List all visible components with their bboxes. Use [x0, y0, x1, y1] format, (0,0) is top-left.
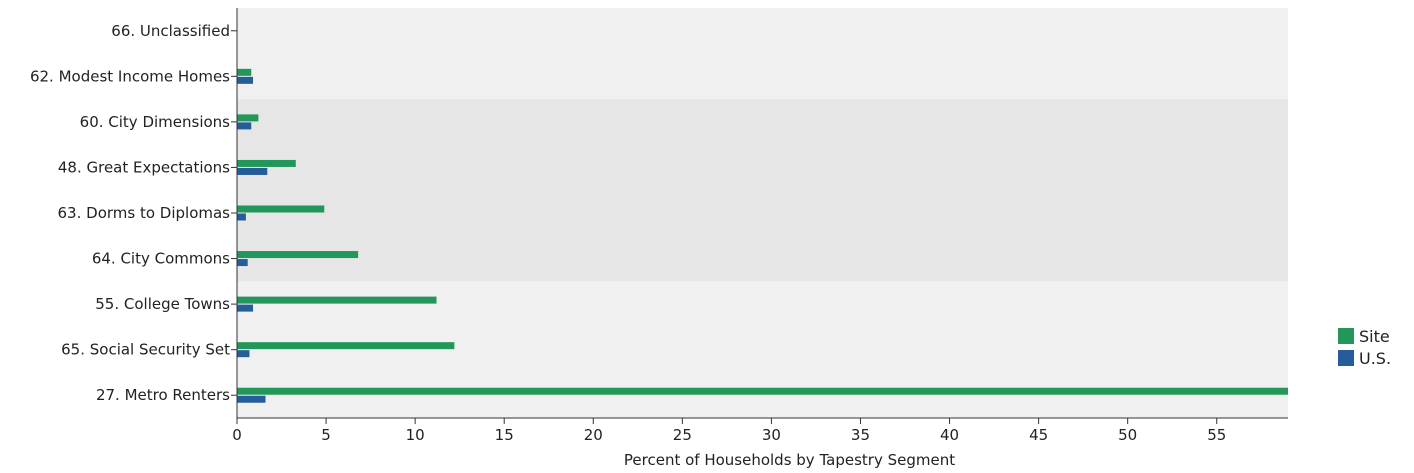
x-tick-label: 30: [762, 426, 781, 444]
legend: Site U.S.: [1338, 327, 1391, 368]
x-tick-label: 25: [673, 426, 692, 444]
bar-site-64-city-commons: [237, 251, 359, 259]
bar-u-s-65-social-security-set: [237, 350, 250, 358]
y-axis: 66. Unclassified 62. Modest Income Homes 6…: [30, 8, 238, 418]
background-band: [237, 8, 1288, 100]
x-axis: 0 5 10 15 20 25 30 35 40 45 50 55: [232, 417, 1288, 444]
category-label: 66. Unclassified: [111, 22, 230, 40]
background-band: [237, 99, 1288, 282]
x-axis-title: Percent of Households by Tapestry Segmen…: [624, 451, 955, 469]
bar-u-s-62-modest-income-homes: [237, 76, 254, 84]
bar-u-s-27-metro-renters: [237, 395, 266, 403]
bar-site-48-great-expectations: [237, 159, 296, 167]
x-tick-label: 50: [1118, 426, 1137, 444]
bar-u-s-64-city-commons: [237, 259, 248, 267]
x-tick-label: 5: [321, 426, 331, 444]
category-label: 62. Modest Income Homes: [30, 67, 230, 85]
legend-label-site: Site: [1359, 327, 1390, 346]
bar-site-27-metro-renters: [237, 387, 1288, 395]
x-tick-label: 20: [584, 426, 603, 444]
bar-site-62-modest-income-homes: [237, 68, 252, 76]
category-label: 65. Social Security Set: [61, 341, 230, 359]
bar-site-63-dorms-to-diplomas: [237, 205, 325, 213]
category-label: 60. City Dimensions: [80, 113, 231, 131]
bars: [237, 68, 1288, 403]
background-bands: [237, 8, 1288, 418]
x-tick-label: 55: [1207, 426, 1226, 444]
category-label: 48. Great Expectations: [58, 158, 230, 176]
legend-swatch-site: [1338, 328, 1354, 344]
category-label: 63. Dorms to Diplomas: [58, 204, 231, 222]
x-tick-label: 35: [851, 426, 870, 444]
background-band: [237, 281, 1288, 418]
legend-label-u-s: U.S.: [1359, 349, 1391, 368]
x-tick-label: 0: [232, 426, 242, 444]
bar-u-s-63-dorms-to-diplomas: [237, 213, 246, 221]
bar-site-55-college-towns: [237, 296, 437, 304]
legend-swatch-u-s: [1338, 350, 1354, 366]
category-label: 64. City Commons: [92, 250, 230, 268]
x-tick-label: 40: [940, 426, 959, 444]
bar-u-s-60-city-dimensions: [237, 122, 252, 130]
x-tick-label: 45: [1029, 426, 1048, 444]
bar-u-s-48-great-expectations: [237, 167, 268, 175]
x-tick-label: 15: [495, 426, 514, 444]
category-label: 27. Metro Renters: [96, 386, 230, 404]
bar-site-60-city-dimensions: [237, 114, 259, 122]
x-tick-label: 10: [406, 426, 425, 444]
bar-site-65-social-security-set: [237, 342, 455, 350]
bar-u-s-55-college-towns: [237, 304, 254, 312]
category-label: 55. College Towns: [95, 295, 230, 313]
